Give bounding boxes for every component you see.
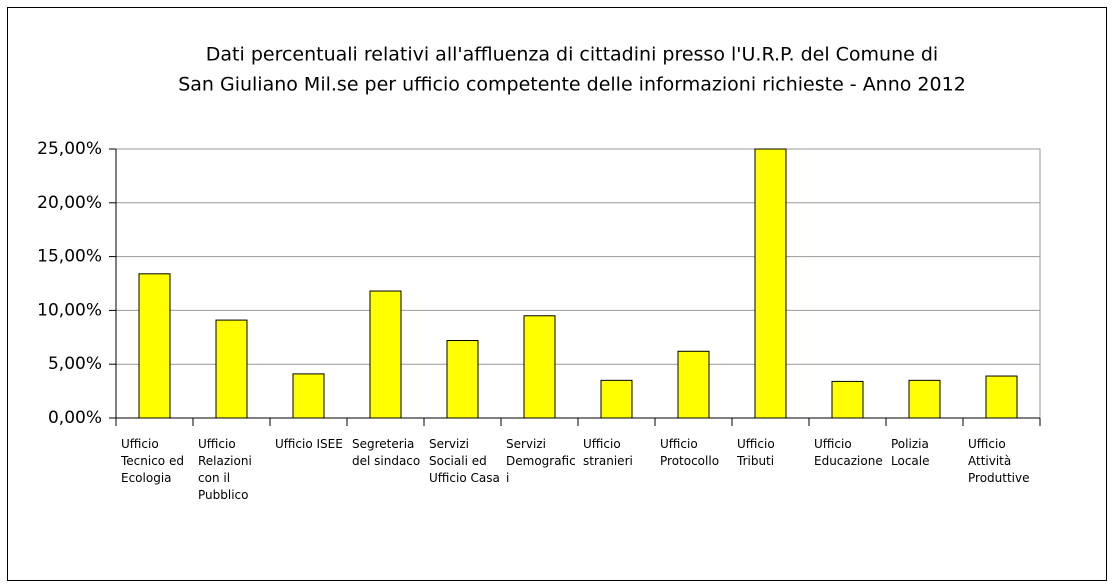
x-tick-label: Servizi Demografici — [506, 437, 576, 485]
y-tick-label: 20,00% — [37, 193, 102, 213]
x-tick-label-box: Ufficio Tributi — [737, 437, 775, 468]
x-tick-label-box: Ufficio ISEE — [275, 437, 343, 451]
x-tick-label: Segreteria del sindaco — [352, 437, 421, 468]
y-tick-label: 15,00% — [37, 247, 102, 267]
bar — [215, 319, 248, 419]
bar — [138, 273, 171, 419]
x-tick-label-box: Servizi Demografici — [506, 437, 576, 485]
y-tick-label: 10,00% — [37, 300, 102, 320]
x-tick-label-box: Polizia Locale — [891, 437, 930, 468]
bar — [754, 148, 787, 419]
x-tick-label: Ufficio Educazione — [814, 437, 883, 468]
x-tick-label: Ufficio Tecnico ed Ecologia — [121, 437, 184, 485]
x-tick-label: Ufficio Attività Produttive — [968, 437, 1030, 485]
x-tick-label: Ufficio ISEE — [275, 437, 343, 451]
x-tick-label: Servizi Sociali ed Ufficio Casa — [429, 437, 500, 485]
x-tick-label-box: Servizi Sociali ed Ufficio Casa — [429, 437, 500, 485]
bar — [369, 290, 402, 419]
bar — [677, 350, 710, 419]
x-tick-label: Ufficio Relazioni con il Pubblico — [198, 437, 252, 502]
bar — [908, 379, 941, 419]
y-tick-label: 5,00% — [48, 354, 102, 374]
x-tick-label: Ufficio stranieri — [583, 437, 633, 468]
bar — [985, 375, 1018, 419]
bar — [600, 379, 633, 419]
bar — [523, 315, 556, 419]
plot-area — [115, 148, 1041, 419]
x-tick-label-box: Ufficio Educazione — [814, 437, 883, 468]
y-tick-label: 25,00% — [37, 139, 102, 159]
x-tick-label: Ufficio Tributi — [737, 437, 775, 468]
x-tick-label-box: Ufficio Protocollo — [660, 437, 720, 468]
chart-title: Dati percentuali relativi all'affluenza … — [206, 44, 938, 66]
x-tick-label: Polizia Locale — [891, 437, 930, 468]
x-tick-label-box: Ufficio Relazioni con il Pubblico — [198, 437, 252, 502]
x-tick-label: Ufficio Protocollo — [660, 437, 720, 468]
y-tick-label: 0,00% — [48, 408, 102, 428]
x-tick-label-box: Ufficio Attività Produttive — [968, 437, 1030, 485]
x-tick-label-box: Segreteria del sindaco — [352, 437, 421, 468]
x-tick-label-box: Ufficio stranieri — [583, 437, 633, 468]
x-tick-label-box: Ufficio Tecnico ed Ecologia — [121, 437, 184, 485]
bar — [292, 373, 325, 419]
bar — [446, 340, 479, 419]
chart-title: San Giuliano Mil.se per ufficio competen… — [178, 74, 966, 96]
bar — [831, 380, 864, 419]
